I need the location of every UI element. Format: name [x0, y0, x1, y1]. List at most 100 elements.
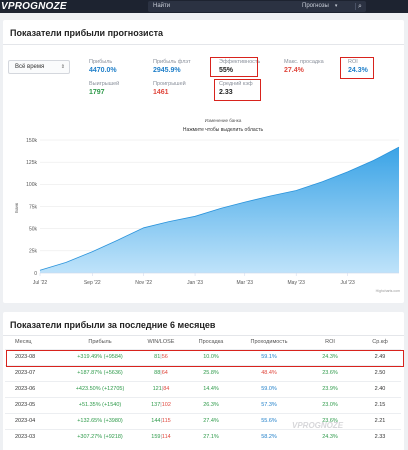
profit-label: Прибыль — [89, 59, 113, 65]
drawdown-cell: 27.4% — [185, 412, 237, 429]
y-tick-label: 50k — [29, 226, 38, 232]
avg-odds-highlight — [214, 79, 261, 101]
month-cell: 2023-08 — [5, 348, 63, 365]
chevron-down-icon: ▾ — [334, 3, 338, 9]
x-tick-label: Sep '22 — [84, 280, 101, 286]
roi-value: 24.3% — [348, 67, 368, 74]
col-profit[interactable]: Прибыль — [88, 339, 112, 346]
roi-cell: 23.0% — [301, 396, 359, 413]
table-row[interactable]: 2023-04 +132.65% (+3980) 144|115 27.4% 55.6%… — [5, 412, 401, 429]
table-row[interactable]: 2023-06 +423.50% (+12705) 121|84 14.4% 59.0%… — [5, 380, 401, 397]
win-count: 121 — [152, 386, 162, 392]
lose-count: 64 — [161, 370, 168, 376]
pass-rate-cell: 48.4% — [237, 364, 301, 381]
chart-subtitle: Нажмите чтобы выделить область — [183, 127, 264, 133]
winlose-separator: | — [160, 354, 162, 360]
table-row[interactable]: 2023-08 +319.49% (+9584) 81|56 10.0% 59.1% 24… — [5, 348, 401, 365]
win-count: 144 — [151, 418, 161, 424]
roi-cell: 23.6% — [301, 412, 359, 429]
lose-count: 102 — [161, 402, 171, 408]
roi-label: ROI — [348, 59, 358, 65]
site-logo[interactable]: VPROGNOZE — [1, 1, 67, 12]
lose-count: 56 — [161, 354, 168, 360]
winlose-cell: 144|115 — [137, 412, 185, 429]
table-row[interactable]: 2023-03 +307.27% (+9218) 159|114 27.1% 58.2%… — [5, 428, 401, 445]
winlose-separator: | — [160, 370, 162, 376]
col-pass-rate[interactable]: Проходимость — [250, 339, 288, 346]
roi-cell: 24.3% — [301, 428, 359, 445]
monthly-card-title: Показатели прибыли за последние 6 месяце… — [10, 320, 216, 330]
top-navbar: VPROGNOZE Найти Прогнозы ▾ ⌕ — [0, 0, 408, 13]
x-tick-label: Nov '22 — [135, 280, 152, 286]
pass-rate-cell: 59.0% — [237, 380, 301, 397]
roi-highlight — [340, 57, 374, 79]
search-bar: Найти Прогнозы ▾ ⌕ — [148, 1, 366, 12]
col-roi[interactable]: ROI — [325, 339, 335, 346]
month-cell: 2023-07 — [5, 364, 63, 381]
col-avg-odds[interactable]: Ср.кф — [372, 339, 388, 346]
roi-cell: 24.3% — [301, 348, 359, 365]
stats-card-title: Показатели прибыли прогнозиста — [10, 28, 163, 38]
y-tick-label: 125k — [26, 160, 37, 166]
winlose-separator: | — [160, 434, 162, 441]
y-axis-label: Банк — [14, 203, 19, 213]
winlose-separator: | — [160, 402, 162, 408]
drawdown-cell: 14.4% — [185, 380, 237, 397]
profit-cell: +307.27% (+9218) — [63, 428, 137, 445]
search-category-select[interactable]: Прогнозы ▾ — [302, 1, 337, 12]
search-divider — [355, 3, 356, 10]
period-select-value: Всё время — [15, 64, 45, 70]
wins-value: 1797 — [89, 89, 105, 96]
table-row[interactable]: 2023-05 +51.35% (+1540) 137|102 26.3% 57.3% 2… — [5, 396, 401, 413]
efficiency-value: 55% — [219, 67, 234, 74]
drawdown-cell: 25.8% — [185, 364, 237, 381]
profit-cell: +132.65% (+3980) — [63, 412, 137, 429]
winlose-cell: 121|84 — [137, 380, 185, 397]
win-count: 88 — [154, 370, 161, 376]
x-tick-label: May '23 — [288, 280, 306, 286]
col-month[interactable]: Месяц — [15, 339, 32, 346]
search-icon[interactable]: ⌕ — [358, 3, 362, 10]
y-tick-label: 0 — [34, 271, 37, 277]
winlose-cell: 81|56 — [137, 348, 185, 365]
avg-odds-cell: 2.15 — [359, 396, 401, 413]
winlose-cell: 88|64 — [137, 364, 185, 381]
lose-count: 115 — [161, 418, 171, 424]
avg-odds-label: Средний кэф — [219, 81, 253, 87]
col-winlose[interactable]: WIN/LOSE — [147, 339, 175, 346]
bank-area[interactable] — [40, 147, 399, 273]
drawdown-cell: 27.1% — [185, 428, 237, 445]
row-highlight — [6, 350, 404, 367]
lose-count: 84 — [163, 386, 170, 392]
drawdown-label: Макс. просадка — [284, 59, 324, 65]
pass-rate-cell: 55.6% — [237, 412, 301, 429]
profit-cell: +423.50% (+12705) — [63, 380, 137, 397]
table-row[interactable]: 2023-07 +187.87% (+5636) 88|64 25.8% 48.4% 23… — [5, 364, 401, 381]
chart-credit: Highcharts.com — [376, 289, 400, 293]
y-tick-label: 25k — [29, 249, 38, 255]
monthly-stats-table: Месяц Прибыль WIN/LOSE Просадка Проходим… — [5, 336, 401, 445]
x-tick-label: Jul '23 — [340, 280, 355, 286]
x-tick-label: Mar '23 — [237, 280, 254, 286]
bank-chart[interactable]: Изменение банка Нажмите чтобы выделить о… — [0, 0, 408, 300]
card-divider — [3, 44, 404, 45]
period-select[interactable]: Всё время ⇕ — [8, 60, 70, 74]
roi-cell: 23.9% — [301, 380, 359, 397]
losses-label: Проигрышей — [153, 81, 186, 87]
month-cell: 2023-04 — [5, 412, 63, 429]
y-tick-label: 150k — [26, 138, 37, 144]
month-cell: 2023-06 — [5, 380, 63, 397]
avg-odds-value: 2.33 — [219, 89, 233, 96]
pass-rate-cell: 57.3% — [237, 396, 301, 413]
avg-odds-cell: 2.40 — [359, 380, 401, 397]
profit-cell: +319.49% (+9584) — [63, 348, 137, 365]
drawdown-cell: 26.3% — [185, 396, 237, 413]
profit-cell: +187.87% (+5636) — [63, 364, 137, 381]
efficiency-highlight — [210, 57, 258, 77]
wins-label: Выигрышей — [89, 81, 120, 87]
chevron-updown-icon: ⇕ — [60, 64, 65, 70]
roi-cell: 23.6% — [301, 364, 359, 381]
col-drawdown[interactable]: Просадка — [198, 339, 224, 346]
search-input[interactable]: Найти — [153, 3, 171, 9]
win-count: 159 — [151, 434, 161, 441]
